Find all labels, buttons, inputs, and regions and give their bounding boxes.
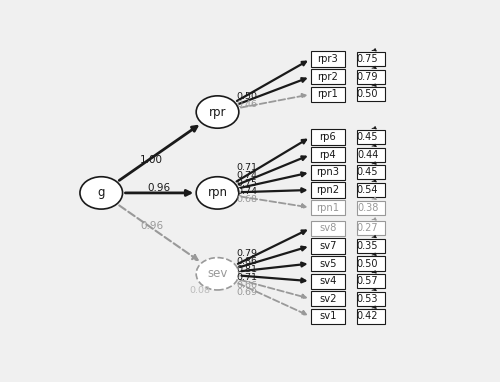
Circle shape xyxy=(196,177,239,209)
Text: 0.44: 0.44 xyxy=(357,150,378,160)
Text: sv1: sv1 xyxy=(319,311,336,321)
FancyBboxPatch shape xyxy=(357,147,385,162)
FancyBboxPatch shape xyxy=(310,165,346,180)
FancyBboxPatch shape xyxy=(310,182,346,197)
FancyBboxPatch shape xyxy=(357,239,385,253)
FancyBboxPatch shape xyxy=(357,165,385,180)
Text: 0.46: 0.46 xyxy=(236,100,258,108)
Text: 0.74: 0.74 xyxy=(236,171,258,180)
FancyBboxPatch shape xyxy=(310,274,346,289)
Text: sev: sev xyxy=(208,267,228,280)
Text: rpr3: rpr3 xyxy=(318,54,338,64)
Text: rpr1: rpr1 xyxy=(318,89,338,99)
FancyBboxPatch shape xyxy=(310,87,346,102)
Text: 0.50: 0.50 xyxy=(357,89,378,99)
Text: g: g xyxy=(98,186,105,199)
FancyBboxPatch shape xyxy=(357,130,385,144)
FancyBboxPatch shape xyxy=(310,129,346,145)
Text: sv4: sv4 xyxy=(320,276,336,286)
FancyBboxPatch shape xyxy=(310,238,346,254)
FancyBboxPatch shape xyxy=(357,201,385,215)
FancyBboxPatch shape xyxy=(310,256,346,271)
Text: 0.38: 0.38 xyxy=(357,202,378,213)
FancyBboxPatch shape xyxy=(310,69,346,84)
Text: rpn2: rpn2 xyxy=(316,185,340,195)
FancyBboxPatch shape xyxy=(357,309,385,324)
Text: 0.86: 0.86 xyxy=(236,257,258,266)
Text: 0.45: 0.45 xyxy=(357,167,378,177)
FancyBboxPatch shape xyxy=(357,183,385,197)
FancyBboxPatch shape xyxy=(310,291,346,306)
FancyBboxPatch shape xyxy=(310,220,346,236)
FancyBboxPatch shape xyxy=(357,274,385,288)
Text: rp6: rp6 xyxy=(320,132,336,142)
Text: 1.00: 1.00 xyxy=(140,155,163,165)
Text: 0.35: 0.35 xyxy=(357,241,378,251)
Text: sv8: sv8 xyxy=(320,223,336,233)
Text: 0.69: 0.69 xyxy=(236,288,258,298)
FancyBboxPatch shape xyxy=(357,292,385,306)
Text: 0.75: 0.75 xyxy=(236,179,258,188)
Text: rpr2: rpr2 xyxy=(318,72,338,82)
Text: 0.57: 0.57 xyxy=(357,276,378,286)
FancyBboxPatch shape xyxy=(357,52,385,66)
FancyBboxPatch shape xyxy=(310,52,346,67)
Text: 0.54: 0.54 xyxy=(357,185,378,195)
Text: 0.42: 0.42 xyxy=(357,311,378,321)
Text: 0.45: 0.45 xyxy=(357,132,378,142)
Text: rpn1: rpn1 xyxy=(316,202,340,213)
Text: 0.75: 0.75 xyxy=(357,54,378,64)
Text: sv7: sv7 xyxy=(319,241,336,251)
Text: 0.74: 0.74 xyxy=(236,187,258,196)
Text: 0.50: 0.50 xyxy=(236,92,258,100)
Text: 0.27: 0.27 xyxy=(357,223,378,233)
Text: 0.08: 0.08 xyxy=(190,286,210,295)
FancyBboxPatch shape xyxy=(357,87,385,102)
Text: 0.96: 0.96 xyxy=(148,183,171,193)
FancyBboxPatch shape xyxy=(357,256,385,270)
Circle shape xyxy=(196,96,239,128)
Text: 0.53: 0.53 xyxy=(357,294,378,304)
Text: 0.96: 0.96 xyxy=(140,221,163,231)
Text: 0.79: 0.79 xyxy=(236,249,258,258)
Text: rpn3: rpn3 xyxy=(316,167,340,177)
FancyBboxPatch shape xyxy=(310,200,346,215)
FancyBboxPatch shape xyxy=(357,221,385,235)
Text: 0.50: 0.50 xyxy=(357,259,378,269)
Circle shape xyxy=(80,177,122,209)
Text: 0.71: 0.71 xyxy=(236,163,258,172)
Text: 0.71: 0.71 xyxy=(236,273,258,282)
Text: rp4: rp4 xyxy=(320,150,336,160)
FancyBboxPatch shape xyxy=(357,70,385,84)
Text: rpr: rpr xyxy=(209,105,226,118)
FancyBboxPatch shape xyxy=(310,309,346,324)
Text: sv2: sv2 xyxy=(319,294,336,304)
Text: 0.68: 0.68 xyxy=(236,195,258,204)
Text: 0.66: 0.66 xyxy=(236,280,258,290)
FancyBboxPatch shape xyxy=(310,147,346,162)
Text: 0.79: 0.79 xyxy=(357,72,378,82)
Text: 0.81: 0.81 xyxy=(236,265,258,274)
Circle shape xyxy=(196,257,239,290)
Text: rpn: rpn xyxy=(208,186,228,199)
Text: sv5: sv5 xyxy=(319,259,336,269)
